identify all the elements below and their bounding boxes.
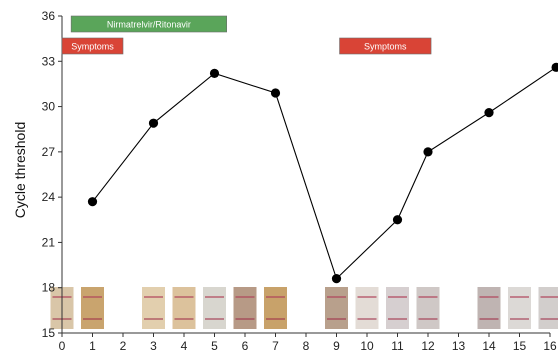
- test-strip-7: [264, 287, 287, 329]
- annotation-label-0: Nirmatrelvir/Ritonavir: [107, 20, 191, 30]
- test-strip-1: [81, 287, 104, 329]
- y-tick-label-21: 21: [42, 235, 56, 249]
- data-point-8: [551, 62, 558, 72]
- data-series: [87, 62, 558, 284]
- test-strip-4: [172, 287, 196, 329]
- x-tick-label-11: 11: [391, 339, 404, 353]
- y-tick-label-24: 24: [42, 190, 56, 204]
- x-tick-label-6: 6: [242, 339, 249, 353]
- x-tick-label-0: 0: [59, 339, 66, 353]
- x-tick-label-10: 10: [360, 339, 374, 353]
- annotation-label-1: Symptoms: [71, 42, 114, 52]
- test-strip-5: [203, 287, 226, 329]
- test-strip-10: [355, 287, 379, 329]
- test-strip-3: [142, 287, 165, 329]
- x-tick-label-1: 1: [89, 339, 96, 353]
- data-point-3: [270, 88, 281, 98]
- test-strip-photos: [50, 287, 558, 329]
- test-strip-14: [477, 287, 501, 329]
- x-tick-label-16: 16: [543, 339, 557, 353]
- data-point-2: [209, 68, 220, 78]
- test-strip-16: [538, 287, 558, 329]
- x-tick-label-2: 2: [120, 339, 127, 353]
- x-tick-label-13: 13: [452, 339, 466, 353]
- y-axis-title: Cycle threshold: [12, 122, 28, 219]
- x-tick-label-14: 14: [482, 339, 496, 353]
- test-strip-15: [508, 287, 531, 329]
- data-point-6: [423, 147, 433, 157]
- annotation-label-2: Symptoms: [364, 42, 407, 52]
- data-point-5: [392, 215, 403, 225]
- series-line-0: [92, 66, 557, 280]
- annotation-bands: Nirmatrelvir/Ritonavir Symptoms Symptoms: [61, 15, 432, 55]
- x-tick-label-9: 9: [333, 339, 340, 353]
- x-tick-label-7: 7: [272, 339, 279, 353]
- y-tick-label-27: 27: [42, 145, 56, 159]
- data-point-0: [87, 197, 98, 207]
- annotation-band-1: [61, 37, 124, 55]
- test-strip-12: [416, 287, 440, 329]
- x-tick-label-3: 3: [150, 339, 157, 353]
- y-tick-label-18: 18: [42, 281, 56, 295]
- test-strip-6: [233, 287, 257, 329]
- test-strip-11: [386, 287, 409, 329]
- x-tick-label-12: 12: [421, 339, 435, 353]
- test-strip-9: [325, 287, 348, 329]
- y-tick-label-33: 33: [42, 54, 56, 68]
- data-point-7: [484, 108, 494, 118]
- y-tick-label-15: 15: [42, 326, 56, 340]
- x-tick-label-8: 8: [303, 339, 310, 353]
- data-point-1: [148, 118, 159, 128]
- x-tick-label-15: 15: [513, 339, 527, 353]
- x-tick-label-4: 4: [181, 339, 188, 353]
- x-tick-label-5: 5: [211, 339, 218, 353]
- annotation-band-0: [70, 15, 228, 33]
- annotation-band-2: [339, 37, 432, 55]
- data-point-4: [331, 274, 342, 284]
- y-tick-label-30: 30: [42, 100, 56, 114]
- y-tick-label-36: 36: [42, 9, 56, 23]
